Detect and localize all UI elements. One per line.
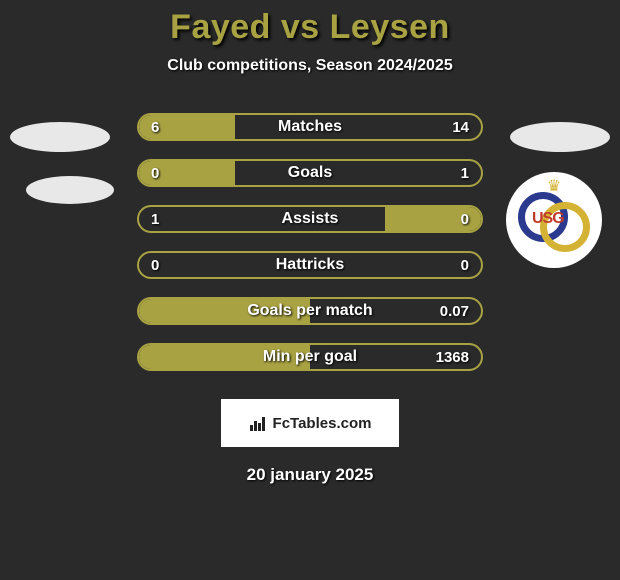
page-title: Fayed vs Leysen — [170, 8, 450, 47]
stat-value-left: 0 — [151, 165, 159, 182]
stat-label: Min per goal — [263, 348, 357, 366]
fctables-logo: FcTables.com — [249, 415, 372, 432]
stat-value-right: 1 — [461, 165, 469, 182]
stat-label: Goals — [288, 164, 332, 182]
stat-row: 6 Matches 14 — [137, 113, 483, 141]
usg-crest: ♛ USG — [516, 182, 592, 258]
stat-value-left: 1 — [151, 211, 159, 228]
date-label: 20 january 2025 — [247, 465, 374, 485]
stat-value-right: 0 — [461, 211, 469, 228]
footer-attribution: FcTables.com — [221, 399, 399, 447]
stat-label: Assists — [282, 210, 339, 228]
stat-row: 0 Hattricks 0 — [137, 251, 483, 279]
club-badge-right: ♛ USG — [506, 172, 602, 268]
player-photo-placeholder-left — [10, 122, 110, 152]
player-photo-placeholder-right — [510, 122, 610, 152]
stat-row: 1 Assists 0 — [137, 205, 483, 233]
bars-icon — [249, 415, 269, 431]
stat-label: Matches — [278, 118, 342, 136]
stat-value-left: 6 — [151, 119, 159, 136]
stat-row: Min per goal 1368 — [137, 343, 483, 371]
stat-row: 0 Goals 1 — [137, 159, 483, 187]
stat-value-left: 0 — [151, 257, 159, 274]
stat-value-right: 1368 — [436, 349, 469, 366]
club-logo-placeholder-left — [26, 176, 114, 204]
stat-label: Hattricks — [276, 256, 344, 274]
stat-row: Goals per match 0.07 — [137, 297, 483, 325]
club-badge-text: USG — [532, 210, 564, 228]
stats-list: 6 Matches 14 0 Goals 1 1 Assists 0 0 Hattricks 0 Goa… — [137, 113, 483, 389]
footer-label: FcTables.com — [273, 415, 372, 432]
page-subtitle: Club competitions, Season 2024/2025 — [167, 57, 452, 75]
stat-label: Goals per match — [247, 302, 372, 320]
stat-value-right: 0.07 — [440, 303, 469, 320]
stat-value-right: 14 — [452, 119, 469, 136]
stat-value-right: 0 — [461, 257, 469, 274]
